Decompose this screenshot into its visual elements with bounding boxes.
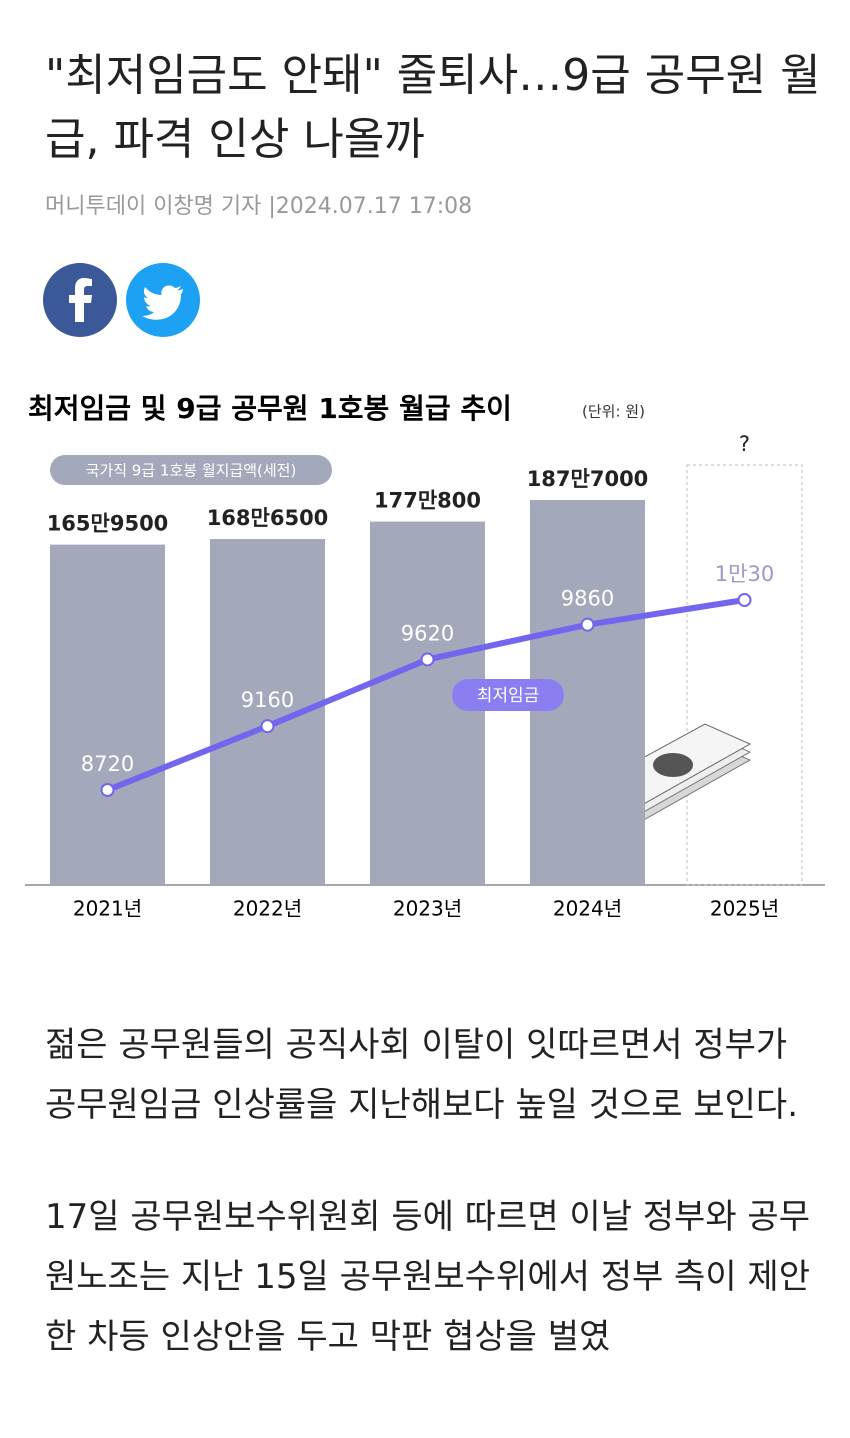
chart-title: 최저임금 및 9급 공무원 1호봉 월급 추이	[28, 392, 512, 425]
bar-legend-pill	[50, 455, 332, 485]
bar-value-label: 168만6500	[207, 506, 329, 530]
line-legend-pill	[452, 679, 564, 711]
share-buttons	[43, 263, 200, 337]
x-tick-label: 2024년	[553, 897, 622, 921]
facebook-button[interactable]	[43, 263, 117, 337]
x-tick-label: 2023년	[393, 897, 462, 921]
x-tick-label: 2021년	[73, 897, 142, 921]
line-value-label: 1만30	[715, 562, 774, 586]
bar-value-label: 165만9500	[47, 512, 169, 536]
x-tick-label: 2022년	[233, 897, 302, 921]
bar-value-label: 187만7000	[527, 467, 649, 491]
x-tick-label: 2025년	[710, 897, 779, 921]
line-point	[737, 593, 752, 607]
chart: 최저임금 및 9급 공무원 1호봉 월급 추이 (단위: 원) 국가직 9급 1…	[25, 392, 825, 921]
headline: "최저임금도 안돼" 줄퇴사…9급 공무원 월급, 파격 인상 나올까	[45, 50, 821, 165]
bar	[50, 544, 165, 885]
legend-entry: 국가직 9급 1호봉 월지급액(세전)	[86, 462, 297, 480]
bar-value-label: 177만800	[374, 489, 481, 513]
byline: 머니투데이 이창명 기자 |2024.07.17 17:08	[45, 194, 473, 219]
bar-value-label: ?	[739, 432, 750, 456]
line-value-label: 9620	[401, 621, 454, 645]
chart-unit: (단위: 원)	[582, 403, 645, 421]
line-point	[100, 783, 115, 797]
line-value-label: 9160	[241, 688, 294, 712]
twitter-button[interactable]	[126, 263, 200, 337]
line-point	[580, 617, 595, 632]
paragraph: 젊은 공무원들의 공직사회 이탈이 잇따르면서 정부가 공무원임금 인상률을 지…	[45, 1025, 799, 1125]
future-box	[686, 464, 803, 886]
line-value-label: 9860	[561, 587, 614, 611]
line-point	[420, 652, 435, 667]
line-value-label: 8720	[81, 752, 134, 776]
legend-entry: 최저임금	[477, 686, 540, 706]
paragraph: 17일 공무원보수위원회 등에 따르면 이날 정부와 공무원노조는 지난 15일…	[45, 1197, 810, 1357]
article-body: 젊은 공무원들의 공직사회 이탈이 잇따르면서 정부가 공무원임금 인상률을 지…	[45, 1015, 815, 1419]
line-point	[260, 719, 275, 734]
